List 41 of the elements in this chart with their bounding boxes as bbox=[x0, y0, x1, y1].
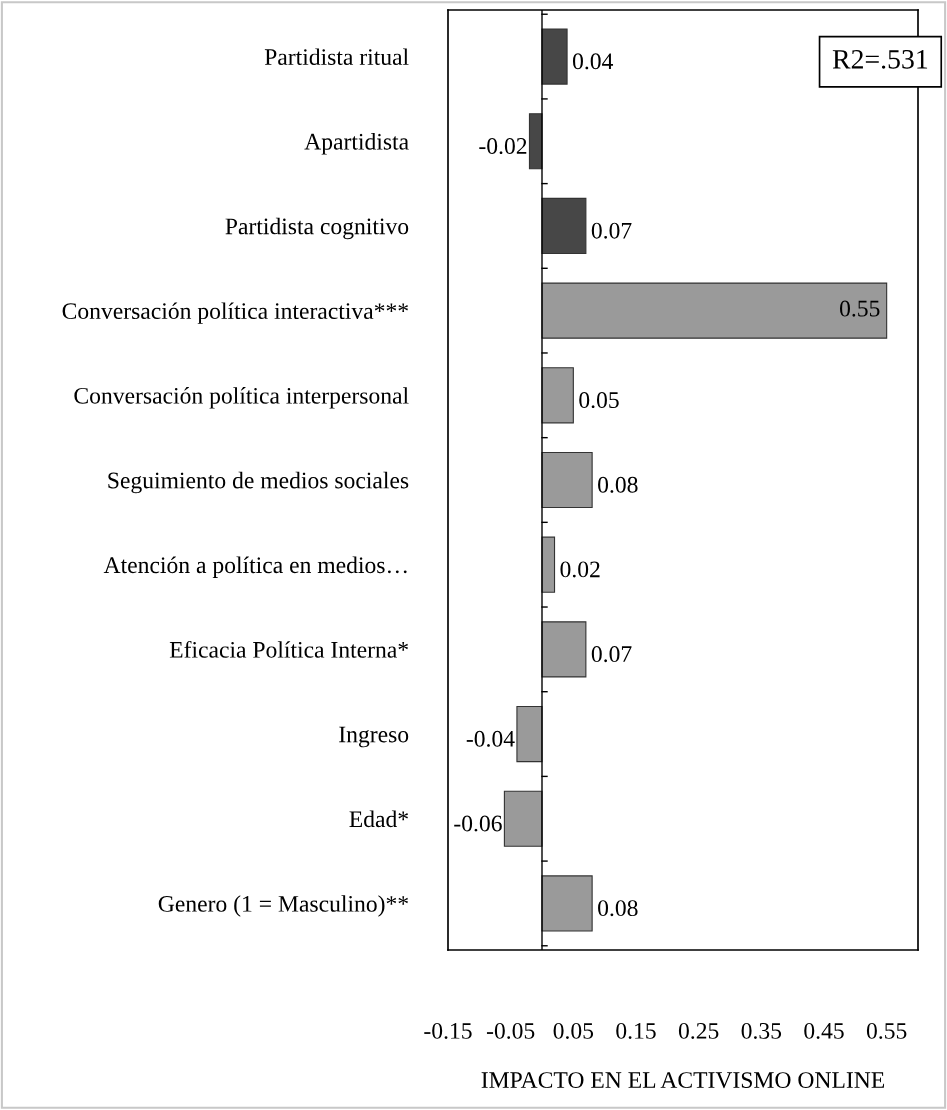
y-tick-label: Apartidista bbox=[304, 133, 409, 155]
data-label: 0.08 bbox=[598, 476, 638, 493]
bar bbox=[503, 790, 543, 847]
y-tick-label: Edad* bbox=[349, 810, 408, 828]
x-tick-label: 0.15 bbox=[616, 1022, 656, 1039]
bar bbox=[541, 197, 587, 255]
data-label: 0.55 bbox=[839, 300, 880, 317]
x-tick-label: 0.05 bbox=[553, 1022, 594, 1039]
data-label: -0.06 bbox=[454, 815, 502, 832]
y-tick-label: Atención a política en medios… bbox=[103, 556, 407, 578]
bar bbox=[541, 367, 574, 424]
x-tick-label: 0.55 bbox=[866, 1022, 907, 1039]
data-label: 0.08 bbox=[598, 900, 638, 917]
bar bbox=[541, 875, 593, 932]
data-label: 0.05 bbox=[579, 392, 619, 409]
data-label: -0.04 bbox=[466, 730, 515, 747]
y-tick-label: Seguimiento de medios sociales bbox=[108, 471, 409, 494]
y-tick-label: Ingreso bbox=[339, 726, 409, 748]
x-tick-label: 0.45 bbox=[804, 1022, 844, 1039]
x-tick-label: -0.05 bbox=[486, 1022, 535, 1039]
x-tick-label: 0.35 bbox=[741, 1022, 782, 1039]
y-tick-label: Conversación política interpersonal bbox=[74, 387, 409, 409]
y-tick-label: Partidista ritual bbox=[264, 48, 409, 65]
data-label: 0.04 bbox=[572, 53, 614, 70]
y-tick-label: Partidista cognitivo bbox=[225, 217, 409, 240]
bar bbox=[541, 282, 888, 339]
data-label: -0.02 bbox=[479, 138, 527, 155]
data-label: 0.07 bbox=[591, 646, 632, 663]
data-label: 0.07 bbox=[591, 222, 632, 239]
bar bbox=[541, 621, 587, 678]
annotation: R2=.531 bbox=[832, 49, 928, 69]
bar bbox=[541, 28, 568, 85]
y-tick-label: Conversación política interactiva*** bbox=[62, 302, 408, 324]
bar bbox=[541, 451, 593, 509]
y-tick-label: Eficacia Política Interna* bbox=[169, 640, 408, 658]
data-label: 0.02 bbox=[560, 561, 600, 578]
y-tick-label: Genero (1 = Masculino)** bbox=[158, 895, 408, 917]
x-axis-title: IMPACTO EN EL ACTIVISMO ONLINE bbox=[481, 1072, 885, 1089]
x-tick-label: 0.25 bbox=[678, 1022, 719, 1039]
bar bbox=[516, 705, 543, 763]
x-tick-label: -0.15 bbox=[424, 1022, 472, 1039]
